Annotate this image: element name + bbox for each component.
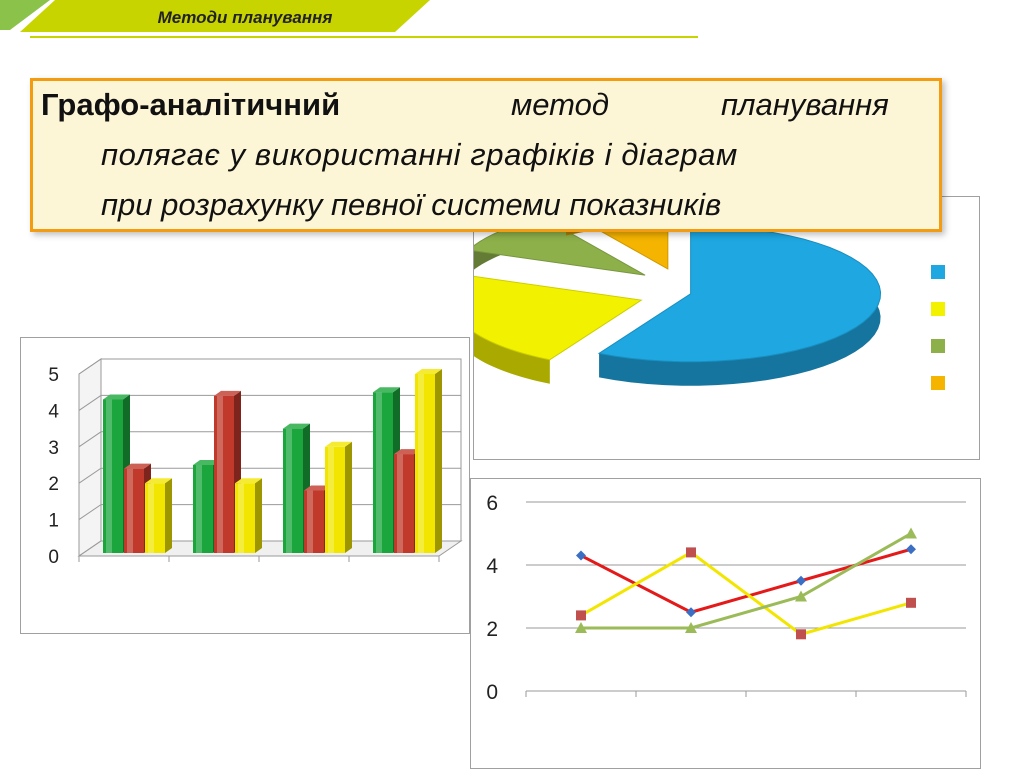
data-point-square (576, 610, 586, 621)
line-y-tick-label: 2 (486, 618, 498, 641)
bar (415, 369, 442, 553)
bar-highlight (286, 428, 292, 553)
line-y-tick-label: 0 (486, 681, 498, 704)
definition-word-planning: планування (721, 87, 889, 122)
header-band (0, 0, 698, 38)
bar (325, 441, 352, 553)
series-line (580, 550, 912, 636)
header-green-band (0, 0, 50, 30)
data-point-triangle (905, 527, 917, 539)
bar-highlight (217, 395, 223, 553)
bar-y-tick-label: 2 (48, 474, 59, 495)
bar-side (255, 478, 262, 553)
data-point-diamond (796, 575, 806, 586)
pie-chart-panel (450, 196, 980, 460)
bar-chart-panel: 0 1 2 3 4 5 (20, 337, 470, 634)
bar-top (415, 369, 442, 374)
bar-side (165, 478, 172, 553)
line-chart-panel: 0 2 4 6 (470, 478, 981, 769)
bar-y-tick-label: 0 (48, 547, 59, 568)
bar-highlight (196, 465, 202, 553)
data-point-triangle (685, 622, 697, 633)
data-point-square (686, 547, 696, 558)
bar-top (193, 460, 220, 465)
bar-highlight (328, 446, 334, 553)
data-point-diamond (576, 550, 586, 561)
bar-top (235, 478, 262, 484)
definition-line-2: полягає у використанні графіків і діагра… (101, 137, 738, 172)
data-point-square (796, 629, 806, 640)
pie-legend-swatch (931, 265, 945, 279)
bar-top (304, 485, 331, 491)
bar (145, 478, 172, 553)
bar-top (325, 441, 352, 447)
bar-top (103, 394, 130, 400)
pie-slice-side (451, 275, 550, 384)
pie-slice-top (597, 225, 882, 363)
definition-line-3: при розрахунку певної системи показників (101, 187, 722, 222)
bar-highlight (148, 483, 154, 553)
bar-top (214, 390, 241, 396)
line-y-tick-label: 6 (486, 492, 498, 515)
data-point-triangle (795, 590, 807, 602)
bar-top (373, 387, 400, 393)
pie-legend-swatch (931, 339, 945, 353)
pie-legend-swatch (931, 302, 945, 316)
bar-y-tick-label: 5 (48, 365, 59, 386)
data-point-square (906, 597, 916, 608)
bar-highlight (106, 399, 112, 553)
bar-top (124, 463, 151, 469)
bar-top (394, 449, 421, 455)
slide-title: Методи планування (157, 8, 333, 27)
data-point-triangle (575, 622, 587, 633)
bar-gridline (78, 431, 461, 448)
line-y-tick-label: 4 (486, 555, 498, 578)
definition-box: Графо-аналітичний метод планування поляг… (30, 78, 942, 232)
bar-top (145, 478, 172, 484)
bar-highlight (418, 374, 424, 553)
header-yellow-band (20, 0, 430, 32)
series-line (581, 532, 912, 630)
data-point-diamond (686, 607, 696, 618)
bar-side-wall (78, 358, 102, 557)
pie-slice-side (599, 225, 881, 386)
definition-term: Графо-аналітичний (41, 87, 341, 122)
bar-y-tick-label: 1 (48, 511, 59, 532)
definition-word-method: метод (511, 87, 609, 122)
bar-highlight (127, 468, 133, 553)
bar-side (345, 441, 352, 553)
bar-highlight (397, 454, 403, 553)
data-point-diamond (906, 544, 916, 555)
line-chart: 0 2 4 6 (486, 492, 967, 704)
bar-highlight (238, 483, 244, 553)
bar-chart: 0 1 2 3 4 5 (48, 358, 463, 568)
bar (235, 478, 262, 553)
bar-y-tick-label: 4 (48, 401, 59, 422)
bar-gridline (78, 394, 461, 411)
bar-highlight (376, 392, 382, 553)
bar-gridline (78, 358, 461, 375)
pie-legend-swatch (931, 376, 945, 390)
bar-highlight (307, 490, 313, 553)
bar-side (435, 369, 442, 553)
bar-top (283, 423, 310, 429)
pie-slice (597, 225, 882, 386)
series-line (580, 547, 912, 614)
bar-y-tick-label: 3 (48, 438, 59, 459)
pie-chart (450, 200, 945, 390)
